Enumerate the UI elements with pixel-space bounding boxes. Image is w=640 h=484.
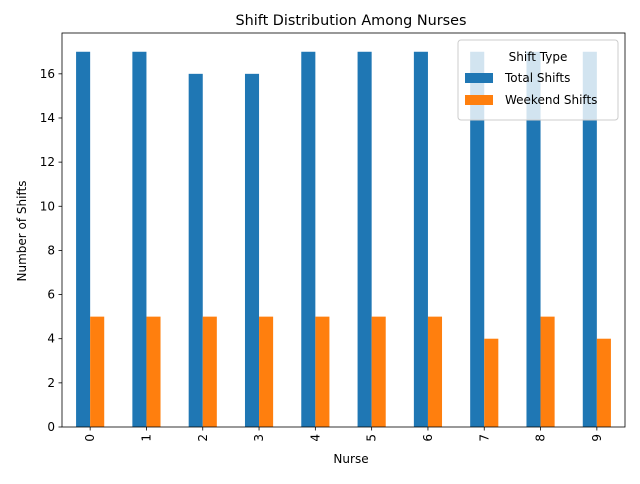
bar-series-1-1 <box>146 316 161 427</box>
y-tick-label: 10 <box>40 199 55 213</box>
bar-series-1-0 <box>90 316 105 427</box>
y-tick-label: 4 <box>47 332 55 346</box>
x-tick-label: 2 <box>196 434 210 442</box>
x-tick-label: 9 <box>590 434 604 442</box>
bar-series-1-4 <box>315 316 330 427</box>
bar-series-0-6 <box>413 51 428 428</box>
legend-swatch-1 <box>465 95 493 105</box>
legend-title: Shift Type <box>509 50 568 64</box>
x-axis-label: Nurse <box>333 452 368 466</box>
y-tick-label: 6 <box>47 288 55 302</box>
bar-series-0-1 <box>132 51 147 428</box>
bar-series-0-9 <box>582 51 597 428</box>
bar-series-0-4 <box>301 51 316 428</box>
y-tick-label: 8 <box>47 243 55 257</box>
x-tick-label: 8 <box>534 434 548 442</box>
bar-series-1-5 <box>371 316 386 427</box>
legend-label-1: Weekend Shifts <box>505 93 597 107</box>
x-tick-label: 1 <box>139 434 153 442</box>
x-tick-label: 4 <box>308 434 322 442</box>
y-tick-label: 14 <box>40 111 55 125</box>
legend: Shift Type Total Shifts Weekend Shifts <box>457 39 619 121</box>
legend-swatch-0 <box>465 73 493 83</box>
bar-series-0-8 <box>526 51 541 428</box>
plot-frame <box>61 32 626 428</box>
y-tick-label: 16 <box>40 67 55 81</box>
bar-series-0-3 <box>244 73 260 428</box>
y-tick-label: 12 <box>40 155 55 169</box>
legend-frame <box>457 39 619 121</box>
bar-series-0-7 <box>470 51 485 428</box>
bar-series-0-5 <box>357 51 372 428</box>
bar-series-0-2 <box>188 73 203 428</box>
bars-layer <box>76 51 611 428</box>
chart-title: Shift Distribution Among Nurses <box>236 13 467 29</box>
bar-series-1-2 <box>202 316 217 427</box>
x-tick-label: 7 <box>477 434 491 442</box>
y-tick-label: 0 <box>47 420 55 434</box>
y-tick-label: 2 <box>47 376 55 390</box>
bar-series-1-8 <box>540 316 555 427</box>
x-tick-label: 6 <box>421 434 435 442</box>
y-axis-label: Number of Shifts <box>15 181 29 282</box>
x-tick-label: 3 <box>252 434 266 442</box>
bar-series-1-7 <box>484 338 499 427</box>
bar-series-1-6 <box>427 316 443 427</box>
legend-label-0: Total Shifts <box>504 71 570 85</box>
bar-series-0-0 <box>76 51 91 428</box>
bar-series-1-3 <box>259 316 274 427</box>
x-tick-label: 5 <box>365 434 379 442</box>
x-tick-label: 0 <box>83 434 97 442</box>
bar-series-1-9 <box>596 338 611 427</box>
